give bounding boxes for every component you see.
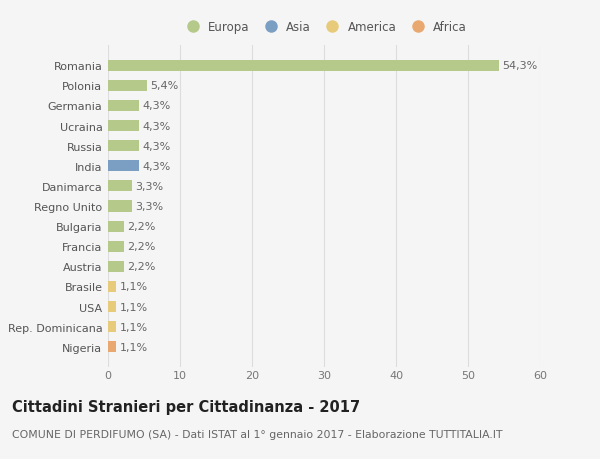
Bar (108, 201, 132, 212)
Bar (108, 241, 124, 252)
Bar (108, 81, 147, 92)
Bar (108, 181, 132, 192)
Legend: Europa, Asia, America, Africa: Europa, Asia, America, Africa (181, 21, 467, 34)
Text: 4,3%: 4,3% (143, 121, 171, 131)
Bar (108, 341, 116, 353)
Text: 54,3%: 54,3% (503, 61, 538, 71)
Text: 3,3%: 3,3% (136, 181, 163, 191)
Text: 4,3%: 4,3% (143, 162, 171, 171)
Text: 2,2%: 2,2% (127, 262, 156, 272)
Text: 4,3%: 4,3% (143, 141, 171, 151)
Bar (108, 141, 139, 152)
Text: 4,3%: 4,3% (143, 101, 171, 111)
Text: 3,3%: 3,3% (136, 202, 163, 212)
Bar (108, 321, 116, 332)
Text: 1,1%: 1,1% (119, 282, 148, 292)
Text: 2,2%: 2,2% (127, 242, 156, 252)
Text: 1,1%: 1,1% (119, 322, 148, 332)
Text: 2,2%: 2,2% (127, 222, 156, 232)
Text: Cittadini Stranieri per Cittadinanza - 2017: Cittadini Stranieri per Cittadinanza - 2… (12, 399, 360, 414)
Text: COMUNE DI PERDIFUMO (SA) - Dati ISTAT al 1° gennaio 2017 - Elaborazione TUTTITAL: COMUNE DI PERDIFUMO (SA) - Dati ISTAT al… (12, 429, 503, 439)
Bar (108, 101, 139, 112)
Text: 5,4%: 5,4% (151, 81, 179, 91)
Bar (108, 261, 124, 272)
Bar (108, 221, 124, 232)
Bar (108, 161, 139, 172)
Bar (108, 302, 116, 313)
Bar (108, 121, 139, 132)
Bar (108, 61, 499, 72)
Bar (108, 281, 116, 292)
Text: 1,1%: 1,1% (119, 302, 148, 312)
Text: 1,1%: 1,1% (119, 342, 148, 352)
